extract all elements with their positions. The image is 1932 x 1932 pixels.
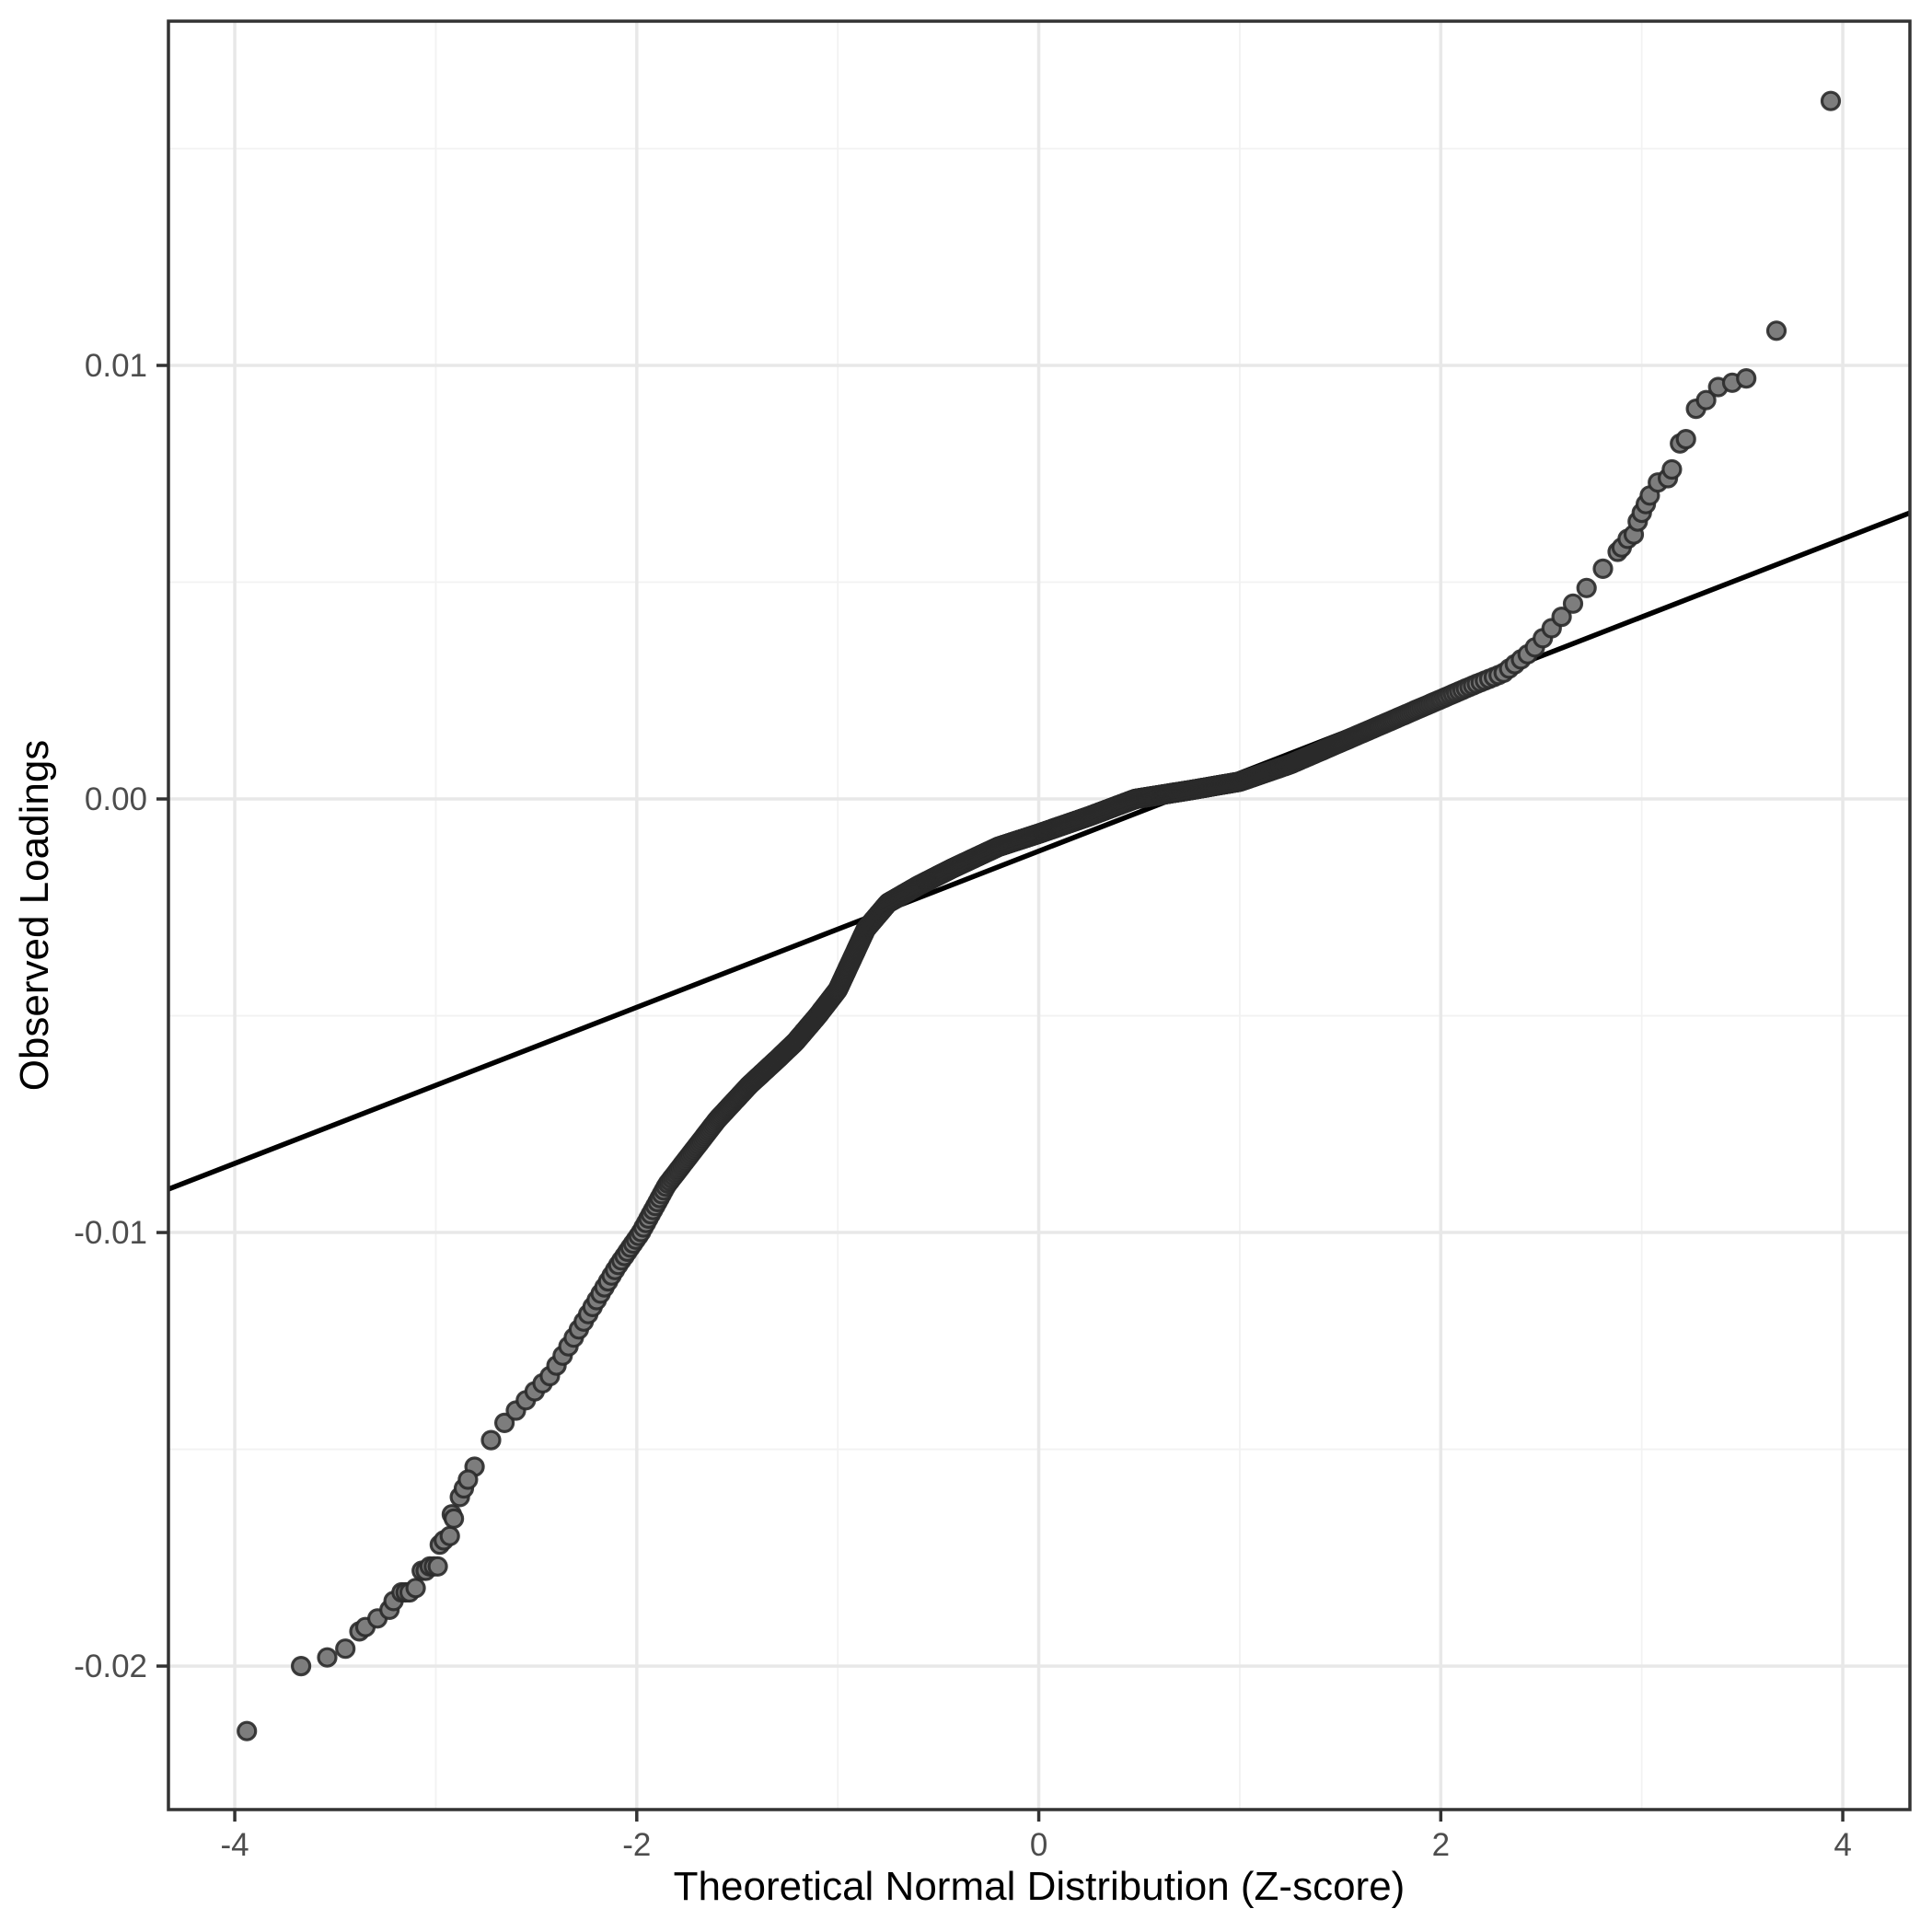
data-point xyxy=(457,1469,479,1490)
data-point xyxy=(237,1720,258,1741)
data-point xyxy=(493,1412,515,1434)
y-tick-label: 0.00 xyxy=(85,781,147,817)
data-point xyxy=(1820,90,1842,111)
x-tick-label: 2 xyxy=(1432,1827,1450,1863)
data-point xyxy=(291,1655,312,1677)
y-tick-label: -0.02 xyxy=(74,1649,147,1684)
data-point xyxy=(427,1556,448,1577)
data-point xyxy=(1695,389,1717,411)
data-point xyxy=(317,1647,338,1668)
data-point xyxy=(1576,577,1597,598)
data-point xyxy=(480,1429,502,1451)
scatter-points xyxy=(237,90,1842,1741)
x-tick-label: -2 xyxy=(622,1827,651,1863)
x-axis-title: Theoretical Normal Distribution (Z-score… xyxy=(674,1864,1406,1909)
data-point xyxy=(405,1578,426,1599)
x-tick-labels: -4 -2 0 2 4 xyxy=(221,1827,1852,1863)
y-tick-label: -0.01 xyxy=(74,1215,147,1251)
y-tick-label: 0.01 xyxy=(85,348,147,384)
grid-major-lines xyxy=(168,21,1910,1810)
reference-line xyxy=(168,510,1911,1192)
data-point xyxy=(335,1638,356,1660)
data-point xyxy=(1551,606,1572,628)
data-point xyxy=(1562,593,1584,614)
x-tick-label: -4 xyxy=(221,1827,249,1863)
axis-ticks xyxy=(156,364,1845,1822)
data-point xyxy=(1765,320,1787,341)
data-point xyxy=(1592,558,1614,580)
y-axis-title: Observed Loadings xyxy=(12,740,57,1092)
data-point xyxy=(1675,429,1696,450)
x-tick-label: 0 xyxy=(1030,1827,1047,1863)
y-tick-labels: -0.02 -0.01 0.00 0.01 xyxy=(74,348,147,1684)
data-point xyxy=(1661,458,1683,480)
x-tick-label: 4 xyxy=(1834,1827,1851,1863)
data-point xyxy=(439,1525,460,1546)
data-point xyxy=(1736,368,1757,389)
data-point xyxy=(444,1508,465,1530)
